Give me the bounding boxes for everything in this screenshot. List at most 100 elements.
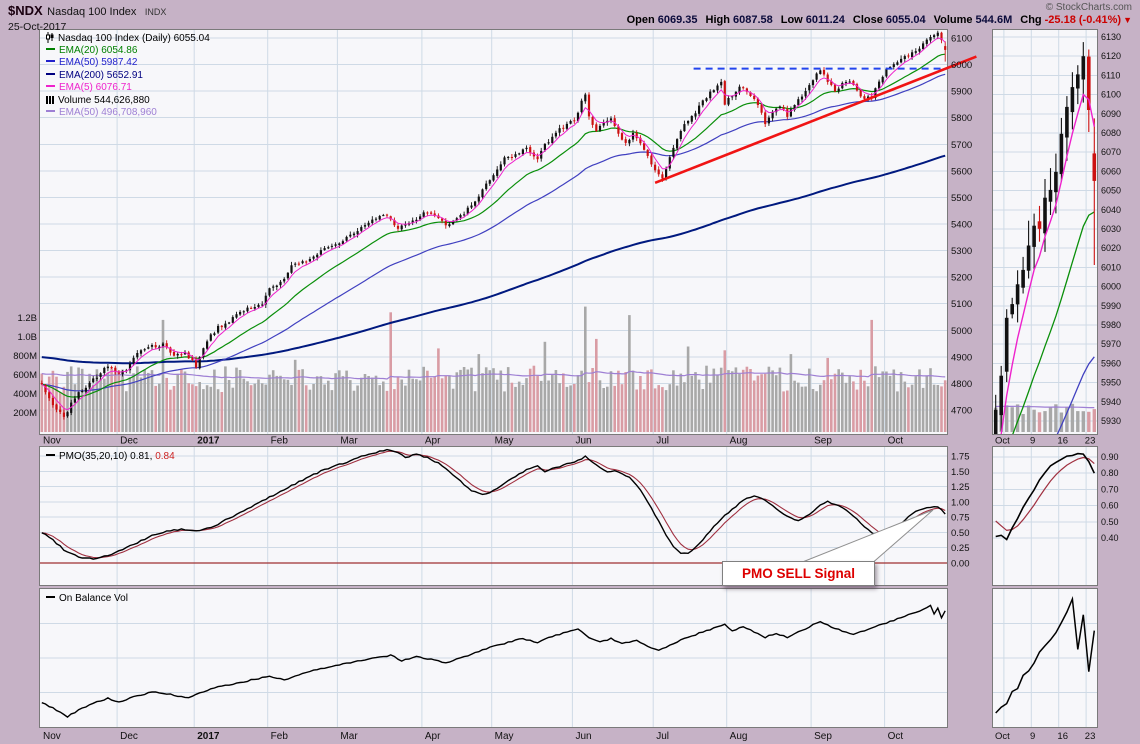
- quote-value: 6011.24: [805, 14, 845, 26]
- svg-text:6030: 6030: [1101, 224, 1121, 234]
- legend-item-label: EMA(50) 496,708,960: [59, 107, 157, 118]
- quote-value: 6087.58: [732, 14, 773, 26]
- quote-label: Volume: [933, 14, 973, 26]
- copyright-link[interactable]: © StockCharts.com: [1045, 2, 1132, 13]
- svg-text:23: 23: [1085, 731, 1096, 742]
- svg-text:Oct: Oct: [995, 731, 1010, 742]
- svg-text:Mar: Mar: [340, 436, 358, 447]
- svg-text:0.90: 0.90: [1101, 452, 1119, 462]
- volume-bars-icon: [46, 95, 54, 104]
- ticker-symbol: $NDX: [8, 3, 43, 18]
- svg-text:Jun: Jun: [575, 436, 591, 447]
- legend-item: EMA(20) 6054.86: [46, 45, 210, 58]
- svg-text:5980: 5980: [1101, 320, 1121, 330]
- ohlc-quote-row: Open 6069.35 High 6087.58 Low 6011.24 Close 605…: [619, 14, 1132, 26]
- quote-label: Open: [626, 14, 655, 26]
- pmo-legend: PMO(35,20,10) 0.81, 0.84: [46, 451, 175, 464]
- svg-text:Feb: Feb: [271, 731, 289, 742]
- line-swatch-icon: [46, 110, 55, 112]
- svg-text:6120: 6120: [1101, 51, 1121, 61]
- svg-text:Nov: Nov: [43, 731, 61, 742]
- svg-text:May: May: [495, 436, 514, 447]
- mini-price-plot: [993, 30, 1097, 434]
- svg-text:5300: 5300: [951, 246, 972, 257]
- svg-text:5000: 5000: [951, 326, 972, 337]
- legend-items: EMA(20) 6054.86 EMA(50) 5987.42 EMA(200) 5…: [46, 45, 210, 120]
- svg-text:2017: 2017: [197, 436, 220, 447]
- svg-text:4700: 4700: [951, 405, 972, 416]
- svg-text:6110: 6110: [1101, 70, 1120, 80]
- svg-text:6090: 6090: [1101, 109, 1121, 119]
- svg-text:Jul: Jul: [656, 436, 669, 447]
- legend-title: Nasdaq 100 Index (Daily) 6055.04: [58, 33, 210, 44]
- quote-value: 6055.04: [885, 14, 926, 26]
- svg-text:5960: 5960: [1101, 358, 1121, 368]
- header-left: $NDX Nasdaq 100 Index INDX 25-Oct-2017: [8, 2, 167, 33]
- line-swatch-icon: [46, 596, 55, 598]
- svg-text:Jul: Jul: [656, 731, 669, 742]
- svg-text:2017: 2017: [197, 731, 220, 742]
- line-swatch-icon: [46, 454, 55, 456]
- svg-text:6130: 6130: [1101, 32, 1121, 42]
- svg-text:5200: 5200: [951, 273, 972, 284]
- svg-text:1.25: 1.25: [951, 482, 970, 493]
- svg-text:Oct: Oct: [888, 436, 904, 447]
- svg-text:400M: 400M: [13, 389, 37, 400]
- candlestick-icon: [46, 32, 54, 48]
- svg-text:4800: 4800: [951, 379, 972, 390]
- line-swatch-icon: [46, 85, 55, 87]
- quote-label: Close: [852, 14, 883, 26]
- svg-text:May: May: [495, 731, 514, 742]
- exchange-label: INDX: [144, 7, 167, 17]
- quote-label: Chg: [1020, 14, 1042, 26]
- svg-text:6040: 6040: [1101, 205, 1121, 215]
- pmo-sell-label: PMO SELL Signal: [741, 566, 856, 581]
- svg-text:5400: 5400: [951, 219, 972, 230]
- svg-text:6070: 6070: [1101, 147, 1121, 157]
- svg-text:5600: 5600: [951, 166, 972, 177]
- main-price-panel: [39, 29, 948, 435]
- svg-text:6100: 6100: [951, 34, 972, 45]
- annotations-layer: [654, 55, 977, 185]
- svg-text:200M: 200M: [13, 408, 37, 419]
- legend-item: EMA(5) 6076.71: [46, 82, 210, 95]
- legend-item: EMA(50) 496,708,960: [46, 107, 210, 120]
- change-down-icon: ▼: [1123, 15, 1132, 25]
- obv-legend: On Balance Vol: [46, 593, 128, 606]
- svg-text:0.50: 0.50: [951, 528, 970, 539]
- svg-text:0.80: 0.80: [1101, 468, 1119, 478]
- svg-text:6000: 6000: [1101, 282, 1121, 292]
- svg-text:5800: 5800: [951, 113, 972, 124]
- support-trendline: [654, 55, 977, 185]
- svg-text:5930: 5930: [1101, 416, 1121, 426]
- obv-plot: [40, 589, 947, 727]
- svg-text:5950: 5950: [1101, 378, 1121, 388]
- svg-text:23: 23: [1085, 436, 1096, 447]
- svg-text:Apr: Apr: [425, 731, 441, 742]
- quote-value: 544.6M: [975, 14, 1013, 26]
- svg-text:5900: 5900: [951, 87, 972, 98]
- legend-item-label: EMA(20) 6054.86: [59, 44, 138, 56]
- svg-text:Dec: Dec: [120, 731, 138, 742]
- svg-text:Dec: Dec: [120, 436, 138, 447]
- svg-text:800M: 800M: [13, 351, 37, 362]
- chart-header: $NDX Nasdaq 100 Index INDX 25-Oct-2017 ©…: [0, 0, 1140, 33]
- svg-text:1.00: 1.00: [951, 497, 970, 508]
- svg-text:6060: 6060: [1101, 166, 1121, 176]
- svg-text:4900: 4900: [951, 352, 972, 363]
- header-right: © StockCharts.com Open 6069.35 High 6087.58…: [619, 2, 1132, 28]
- svg-text:0.50: 0.50: [1101, 517, 1119, 527]
- legend-item-label: EMA(50) 5987.42: [59, 57, 138, 68]
- svg-text:Apr: Apr: [425, 436, 441, 447]
- obv-legend-title: On Balance Vol: [59, 593, 128, 604]
- svg-text:6080: 6080: [1101, 128, 1121, 138]
- svg-text:16: 16: [1057, 731, 1068, 742]
- svg-text:Sep: Sep: [814, 436, 832, 447]
- main-chart-legend: Nasdaq 100 Index (Daily) 6055.04 EMA(20)…: [46, 32, 210, 120]
- svg-text:0.40: 0.40: [1101, 533, 1119, 543]
- svg-text:Mar: Mar: [340, 731, 358, 742]
- legend-item: EMA(50) 5987.42: [46, 57, 210, 70]
- svg-text:0.75: 0.75: [951, 513, 970, 524]
